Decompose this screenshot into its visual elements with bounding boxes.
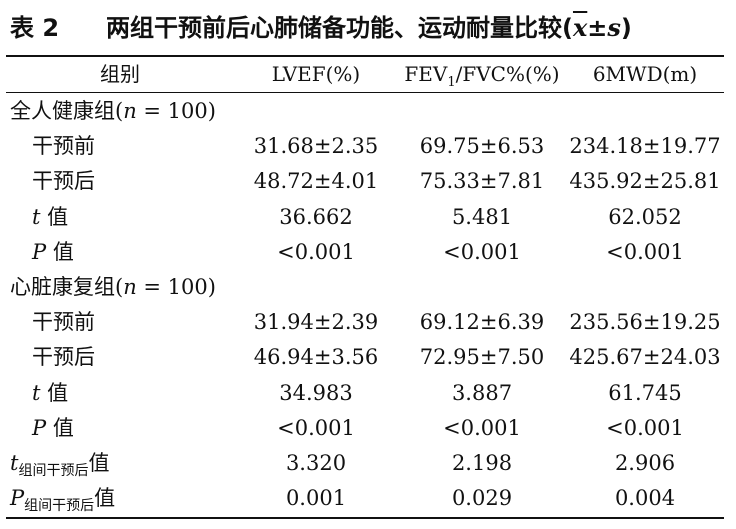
fev-fvc-value: <0.001 <box>443 239 521 264</box>
6mwd-value: 2.906 <box>614 451 676 475</box>
row-label: 全人健康组(n = 100) <box>10 99 216 123</box>
fev-fvc-value: 75.33±7.81 <box>419 169 545 194</box>
table-header-row: 组别 LVEF(%) FEV1/FVC%(%) 6MWD(m) <box>0 57 736 92</box>
6mwd-value: 0.004 <box>614 486 676 511</box>
lvef-value: 31.94±2.39 <box>253 310 379 335</box>
row-label: t组间干预后值 <box>10 451 110 479</box>
table-row: P 值 <0.001 <0.001 <0.001 <box>0 411 736 446</box>
group-row: 心脏康复组(n = 100) <box>0 270 736 305</box>
fev-fvc-value: 69.75±6.53 <box>419 134 545 159</box>
lvef-value: 3.320 <box>285 451 347 475</box>
header-group: 组别 <box>100 62 140 86</box>
lvef-value: <0.001 <box>277 415 355 440</box>
bottom-rule <box>6 517 724 519</box>
6mwd-value: 435.92±25.81 <box>569 169 721 194</box>
lvef-value: 46.94±3.56 <box>253 345 379 370</box>
table-row: 干预前 31.68±2.35 69.75±6.53 234.18±19.77 <box>0 129 736 164</box>
table-row: t组间干预后值 3.320 2.198 2.906 <box>0 446 736 481</box>
table-row: 干预前 31.94±2.39 69.12±6.39 235.56±19.25 <box>0 305 736 340</box>
table-row: t 值 36.662 5.481 62.052 <box>0 200 736 235</box>
6mwd-value: <0.001 <box>606 415 684 440</box>
fev-fvc-value: 69.12±6.39 <box>419 310 545 335</box>
sd-symbol: s <box>607 13 621 42</box>
table-number: 表 2 <box>10 14 60 42</box>
row-label: 干预前 <box>32 134 95 159</box>
header-rule <box>6 92 724 93</box>
row-label: t 值 <box>32 380 69 405</box>
lvef-value: 36.662 <box>279 204 353 229</box>
fev-fvc-value: 0.029 <box>451 486 513 511</box>
row-label: t 值 <box>32 204 69 229</box>
table-row: P 值 <0.001 <0.001 <0.001 <box>0 235 736 270</box>
row-label: 干预后 <box>32 169 95 194</box>
table-row: 干预后 48.72±4.01 75.33±7.81 435.92±25.81 <box>0 164 736 199</box>
6mwd-value: 61.745 <box>608 380 682 405</box>
caption-close: ) <box>620 14 632 42</box>
6mwd-value: <0.001 <box>606 239 684 264</box>
header-6mwd: 6MWD(m) <box>592 62 698 86</box>
6mwd-value: 234.18±19.77 <box>569 134 721 159</box>
table-row: 干预后 46.94±3.56 72.95±7.50 425.67±24.03 <box>0 340 736 375</box>
fev-fvc-value: 5.481 <box>451 204 513 229</box>
lvef-value: 48.72±4.01 <box>253 169 379 194</box>
lvef-value: <0.001 <box>277 239 355 264</box>
fev-fvc-value: 72.95±7.50 <box>419 345 545 370</box>
row-label: 干预后 <box>32 345 95 370</box>
table-caption: 表 2 两组干预前后心肺储备功能、运动耐量比较(x±s) <box>10 10 726 46</box>
row-label: P 值 <box>32 239 74 264</box>
top-rule <box>6 55 724 57</box>
fev-fvc-value: 3.887 <box>451 380 513 405</box>
row-label: 干预前 <box>32 310 95 335</box>
header-lvef: LVEF(%) <box>271 62 361 86</box>
lvef-value: 34.983 <box>279 380 353 405</box>
row-label: P组间干预后值 <box>10 486 116 515</box>
6mwd-value: 235.56±19.25 <box>569 310 721 335</box>
6mwd-value: 425.67±24.03 <box>569 345 721 370</box>
fev-fvc-value: 2.198 <box>451 451 513 475</box>
lvef-value: 0.001 <box>285 486 347 511</box>
6mwd-value: 62.052 <box>608 204 682 229</box>
table-row: P组间干预后值 0.001 0.029 0.004 <box>0 481 736 516</box>
row-label: 心脏康复组(n = 100) <box>10 275 216 299</box>
header-fev-fvc: FEV1/FVC%(%) <box>404 62 560 90</box>
fev-fvc-value: <0.001 <box>443 415 521 440</box>
row-label: P 值 <box>32 415 74 440</box>
mean-symbol: x <box>572 13 588 42</box>
table-title: 两组干预前后心肺储备功能、运动耐量比较( <box>106 14 573 42</box>
plus-minus-symbol: ± <box>587 14 608 42</box>
group-row: 全人健康组(n = 100) <box>0 94 736 129</box>
table-row: t 值 34.983 3.887 61.745 <box>0 376 736 411</box>
lvef-value: 31.68±2.35 <box>253 134 379 159</box>
